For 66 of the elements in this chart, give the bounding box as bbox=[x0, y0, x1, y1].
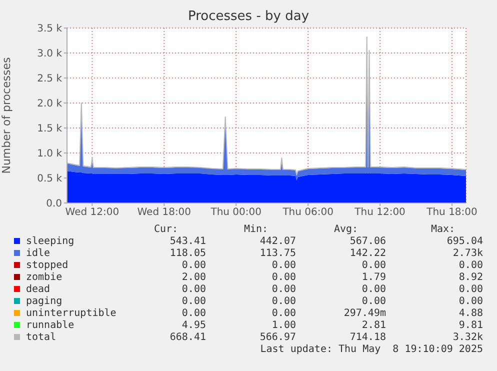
text: 0.00 bbox=[360, 284, 386, 295]
text: 2.00 bbox=[180, 272, 206, 283]
text: 142.22 bbox=[348, 248, 386, 259]
y-tick-label: 1.0 k bbox=[37, 148, 62, 160]
text: Min: bbox=[242, 224, 270, 235]
text: 543.41 bbox=[168, 236, 206, 247]
text: 0.00 bbox=[270, 296, 296, 307]
legend-label: uninterruptible bbox=[26, 308, 116, 319]
x-tick-label: Thu 06:00 bbox=[282, 207, 334, 218]
x-tick-label: Wed 12:00 bbox=[65, 207, 120, 218]
text: 4.88 bbox=[458, 308, 483, 319]
text: 0.00 bbox=[270, 308, 296, 319]
text: 714.18 bbox=[348, 332, 386, 343]
text: 0.00 bbox=[180, 296, 206, 307]
text: 0.00 bbox=[270, 272, 296, 283]
legend-label: paging bbox=[26, 296, 62, 307]
text: 1.00 bbox=[270, 320, 296, 331]
text: 3.32k bbox=[452, 332, 483, 343]
text: Max: bbox=[430, 224, 456, 235]
text: 0.00 bbox=[180, 284, 206, 295]
y-tick-label: 1.5 k bbox=[37, 124, 62, 135]
text: 113.75 bbox=[258, 248, 296, 259]
legend-label: stopped bbox=[26, 260, 68, 271]
text: 695.04 bbox=[446, 236, 483, 247]
legend-label: total bbox=[26, 332, 56, 343]
text: 0.00 bbox=[360, 260, 386, 271]
legend-label: runnable bbox=[26, 320, 74, 331]
text: 2.81 bbox=[360, 320, 386, 331]
text: 1.79 bbox=[360, 272, 386, 283]
text: 0.00 bbox=[270, 260, 296, 271]
y-tick-label: 0.0 bbox=[46, 198, 62, 210]
text: 0.00 bbox=[180, 260, 206, 271]
y-axis-title: Number of processes bbox=[0, 56, 13, 174]
text: 8.92 bbox=[458, 272, 483, 283]
legend-label: sleeping bbox=[26, 236, 74, 247]
y-tick-label: 0.5 k bbox=[37, 174, 62, 185]
text: 0.00 bbox=[180, 308, 206, 319]
chart-title: Processes - by day bbox=[186, 9, 310, 24]
x-tick-label: Wed 18:00 bbox=[137, 207, 192, 218]
text: 566.97 bbox=[258, 332, 296, 343]
legend-label: zombie bbox=[26, 272, 62, 283]
legend-label: dead bbox=[26, 284, 50, 295]
text: 0.00 bbox=[458, 284, 483, 295]
y-tick-label: 2.0 k bbox=[37, 98, 62, 110]
text: 567.06 bbox=[348, 236, 386, 247]
x-tick-label: Thu 18:00 bbox=[426, 207, 478, 218]
text: 442.07 bbox=[258, 236, 296, 247]
text: 297.49m bbox=[342, 308, 386, 319]
text: 0.00 bbox=[270, 284, 296, 295]
y-tick-label: 3.0 k bbox=[37, 48, 62, 60]
text: 0.00 bbox=[360, 296, 386, 307]
legend-label: idle bbox=[26, 248, 50, 259]
x-tick-label: Thu 12:00 bbox=[354, 207, 406, 218]
text: Cur: bbox=[152, 224, 180, 235]
text: 0.00 bbox=[458, 296, 483, 307]
text: 9.81 bbox=[458, 320, 483, 331]
text: 0.00 bbox=[458, 260, 483, 271]
text: 118.05 bbox=[168, 248, 206, 259]
text: 668.41 bbox=[168, 332, 206, 343]
x-tick-label: Thu 00:00 bbox=[210, 207, 262, 218]
y-tick-label: 2.5 k bbox=[37, 74, 62, 85]
y-tick-label: 3.5 k bbox=[37, 24, 62, 35]
text: 2.73k bbox=[452, 248, 483, 259]
text: Last update: Thu May 8 19:10:09 2025 bbox=[260, 344, 483, 355]
text: Avg: bbox=[332, 224, 360, 235]
text: 4.95 bbox=[180, 320, 206, 331]
